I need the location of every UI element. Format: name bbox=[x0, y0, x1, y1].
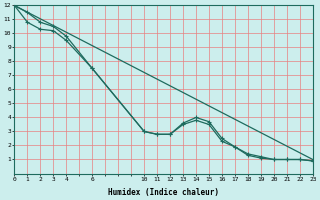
X-axis label: Humidex (Indice chaleur): Humidex (Indice chaleur) bbox=[108, 188, 219, 197]
